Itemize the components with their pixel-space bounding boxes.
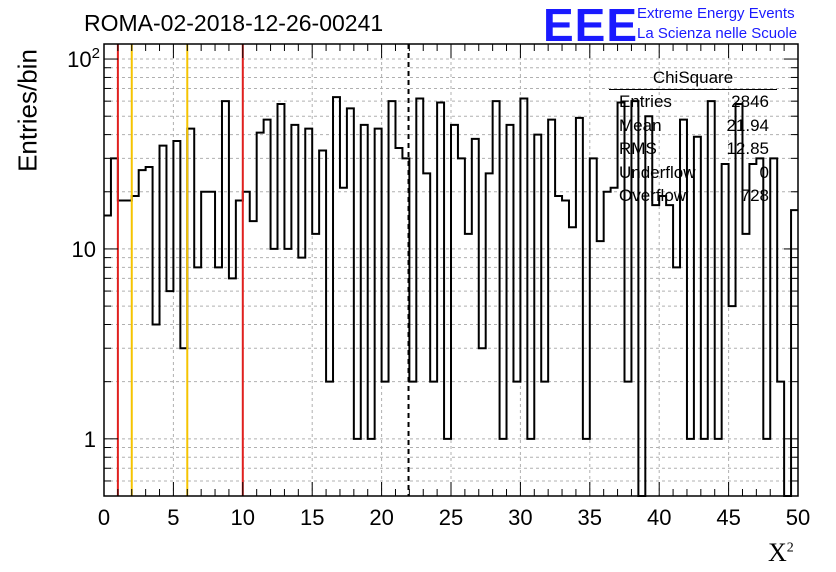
x-tick-label: 35 [578, 505, 602, 530]
x-tick-label: 20 [369, 505, 393, 530]
stats-row-rms: RMS 12.85 [619, 139, 769, 158]
x-tick-label: 45 [716, 505, 740, 530]
x-tick-label: 25 [439, 505, 463, 530]
x-tick-label: 0 [98, 505, 110, 530]
x-tick-label: 40 [647, 505, 671, 530]
stats-row-mean: Mean 21.94 [619, 115, 769, 135]
stats-box: ChiSquare Entries 2846 Mean 21.94 RMS 12.85… [609, 68, 777, 208]
x-tick-label: 5 [167, 505, 179, 530]
chart-title: ROMA-02-2018-12-26-00241 [84, 10, 384, 36]
x-tick-label: 15 [300, 505, 324, 530]
x-tick-label: 50 [786, 505, 810, 530]
stats-row-entries: Entries 2846 [619, 92, 769, 111]
x-axis-label: X2 [768, 538, 794, 567]
y-axis-label: Entries/bin [12, 49, 43, 172]
stats-row-overflow: Overflow 728 [619, 186, 769, 205]
stats-row-underflow: Underflow 0 [619, 162, 769, 182]
logo-subtitle-line1: Extreme Energy Events [637, 5, 795, 22]
x-tick-label: 10 [231, 505, 255, 530]
eee-logo: EEE [543, 0, 639, 51]
y-tick-label: 1 [84, 427, 96, 452]
y-tick-label: 102 [67, 45, 100, 72]
histogram-series [104, 96, 798, 497]
logo-subtitle-line2: La Scienza nelle Scuole [637, 25, 798, 42]
x-tick-label: 30 [508, 505, 532, 530]
stats-title: ChiSquare [609, 68, 777, 90]
y-tick-label: 10 [72, 237, 96, 262]
